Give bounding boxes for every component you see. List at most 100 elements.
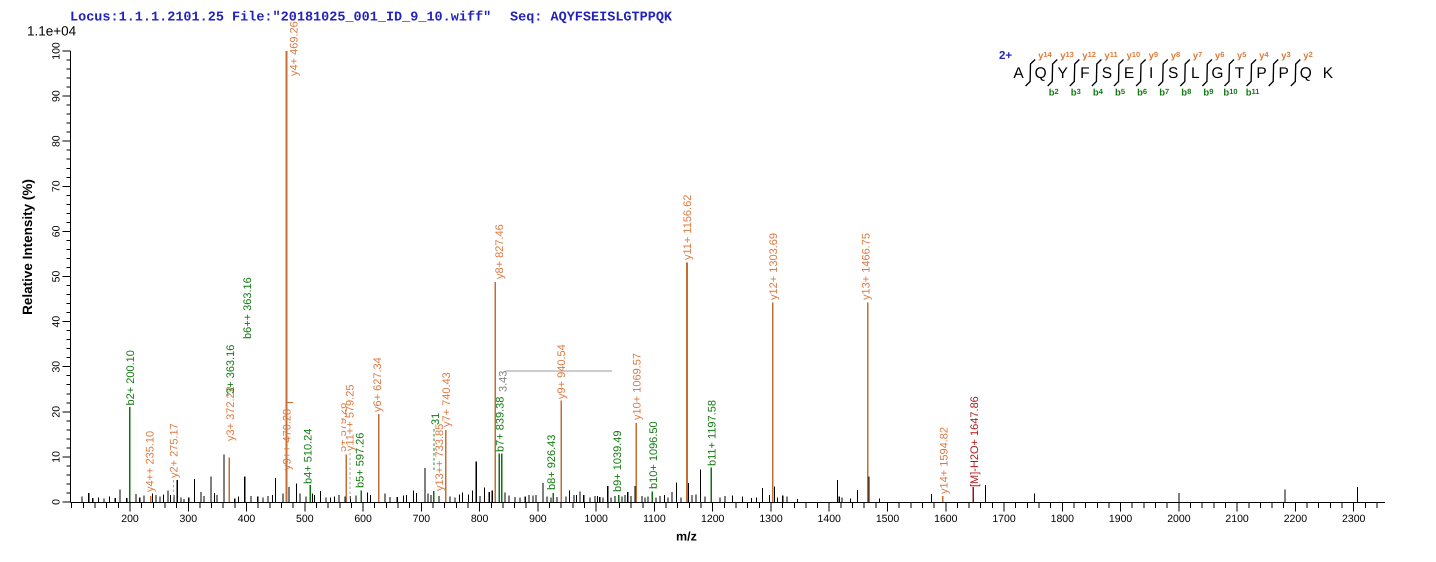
svg-text:b8+ 926.43: b8+ 926.43 [546, 435, 558, 490]
svg-text:y13+ 1466.75: y13+ 1466.75 [860, 233, 872, 300]
svg-text:L: L [1191, 65, 1200, 82]
svg-text:'3+ 363.16: '3+ 363.16 [225, 345, 237, 396]
svg-text:y9+ 940.54: y9+ 940.54 [556, 344, 568, 399]
svg-text:b2+ 200.10: b2+ 200.10 [125, 350, 137, 405]
svg-text:y13++ 733.85: y13++ 733.85 [434, 424, 446, 491]
svg-text:90: 90 [51, 90, 63, 102]
svg-text:y10: y10 [1127, 50, 1141, 61]
svg-text:b11: b11 [1246, 87, 1260, 98]
svg-text:500: 500 [296, 513, 314, 525]
svg-text:30: 30 [51, 361, 63, 373]
svg-text:10: 10 [51, 451, 63, 463]
svg-text:b6++ 363.16: b6++ 363.16 [242, 277, 254, 339]
svg-text:I: I [1149, 65, 1153, 82]
svg-text:2200: 2200 [1284, 513, 1308, 525]
svg-text:1400: 1400 [818, 513, 842, 525]
svg-text:y7: y7 [1193, 50, 1202, 61]
svg-text:y5: y5 [1237, 50, 1246, 61]
svg-text:1500: 1500 [876, 513, 900, 525]
svg-text:y3+ 372.22: y3+ 372.22 [225, 386, 237, 441]
svg-text:y2+ 275.17: y2+ 275.17 [168, 423, 180, 478]
svg-text:b10+ 1096.50: b10+ 1096.50 [648, 421, 660, 489]
svg-text:P: P [1279, 65, 1289, 82]
svg-text:Y: Y [1058, 65, 1068, 82]
svg-text:y6+ 627.34: y6+ 627.34 [372, 357, 384, 412]
svg-text:K: K [1323, 65, 1334, 82]
svg-text:b5+ 597.26: b5+ 597.26 [354, 433, 366, 488]
svg-text:[M]-H2O+ 1647.86: [M]-H2O+ 1647.86 [969, 396, 981, 487]
svg-text:P: P [1256, 65, 1266, 82]
svg-text:50: 50 [51, 271, 63, 283]
svg-text:y12: y12 [1082, 50, 1096, 61]
svg-text:y6: y6 [1215, 50, 1224, 61]
svg-text:b8: b8 [1181, 87, 1191, 98]
svg-text:b6: b6 [1137, 87, 1147, 98]
svg-text:Seq: AQYFSEISLGTPPQK: Seq: AQYFSEISLGTPPQK [510, 11, 673, 26]
svg-text:y9++ 470.28: y9++ 470.28 [282, 409, 294, 470]
svg-text:b9: b9 [1203, 87, 1213, 98]
svg-text:G: G [1211, 65, 1223, 82]
svg-text:y7+ 740.43: y7+ 740.43 [441, 372, 453, 427]
svg-text:b7+ 839.38: b7+ 839.38 [494, 397, 506, 452]
svg-text:70: 70 [51, 180, 63, 192]
svg-text:y8+ 827.46: y8+ 827.46 [494, 224, 506, 279]
svg-text:b3: b3 [1071, 87, 1081, 98]
svg-text:1600: 1600 [934, 513, 958, 525]
svg-text:y10+ 1069.57: y10+ 1069.57 [632, 353, 644, 420]
svg-text:y9: y9 [1149, 50, 1158, 61]
svg-text:700: 700 [413, 513, 431, 525]
svg-text:Q: Q [1035, 65, 1047, 82]
svg-text:y11: y11 [1104, 50, 1117, 61]
svg-text:1700: 1700 [992, 513, 1016, 525]
svg-text:y8: y8 [1171, 50, 1180, 61]
svg-text:y3: y3 [1281, 50, 1290, 61]
svg-text:80: 80 [51, 135, 63, 147]
svg-text:2000: 2000 [1167, 513, 1191, 525]
svg-text:y4: y4 [1259, 50, 1269, 61]
svg-text:b4: b4 [1093, 87, 1104, 98]
svg-text:20: 20 [51, 406, 63, 418]
svg-text:E: E [1124, 65, 1134, 82]
svg-text:2300: 2300 [1342, 513, 1366, 525]
svg-text:1900: 1900 [1109, 513, 1133, 525]
svg-text:S: S [1102, 65, 1112, 82]
svg-text:y14+ 1594.82: y14+ 1594.82 [938, 427, 950, 494]
svg-text:40: 40 [51, 316, 63, 328]
svg-text:Locus:1.1.1.2101.25 File:"2018: Locus:1.1.1.2101.25 File:"20181025_001_I… [70, 11, 491, 26]
svg-text:800: 800 [471, 513, 489, 525]
svg-text:100: 100 [51, 42, 63, 60]
svg-text:0: 0 [51, 499, 63, 505]
svg-text:1.1e+04: 1.1e+04 [27, 24, 77, 39]
svg-text:S: S [1168, 65, 1178, 82]
svg-text:y4++ 235.10: y4++ 235.10 [144, 431, 156, 492]
svg-text:y4+ 469.26: y4+ 469.26 [288, 21, 300, 76]
svg-text:F: F [1080, 65, 1089, 82]
svg-text:b11+ 1197.58: b11+ 1197.58 [707, 400, 719, 466]
svg-text:y14: y14 [1038, 50, 1052, 61]
svg-text:b10: b10 [1223, 87, 1237, 98]
svg-text:1100: 1100 [643, 513, 666, 525]
svg-text:m/z: m/z [676, 530, 697, 544]
svg-text:y2: y2 [1303, 50, 1312, 61]
svg-text:y12+ 1303.69: y12+ 1303.69 [768, 233, 780, 300]
svg-text:b2: b2 [1049, 87, 1059, 98]
svg-text:Relative Intensity (%): Relative Intensity (%) [20, 179, 35, 315]
svg-text:b5: b5 [1115, 87, 1125, 98]
svg-text:1000: 1000 [585, 513, 609, 525]
svg-text:200: 200 [121, 513, 139, 525]
svg-text:A: A [1013, 65, 1024, 82]
svg-text:b7: b7 [1159, 87, 1169, 98]
svg-text:y13: y13 [1060, 50, 1074, 61]
svg-text:2+: 2+ [999, 50, 1012, 62]
svg-text:1300: 1300 [759, 513, 783, 525]
svg-text:3.43: 3.43 [497, 371, 509, 392]
svg-text:600: 600 [354, 513, 372, 525]
svg-text:1200: 1200 [701, 513, 725, 525]
svg-text:T: T [1235, 65, 1245, 82]
svg-text:300: 300 [180, 513, 198, 525]
svg-text:31: 31 [430, 413, 442, 425]
svg-text:60: 60 [51, 225, 63, 237]
svg-text:Q: Q [1300, 65, 1312, 82]
svg-text:y11+ 1156.62: y11+ 1156.62 [682, 195, 694, 260]
svg-text:900: 900 [529, 513, 547, 525]
